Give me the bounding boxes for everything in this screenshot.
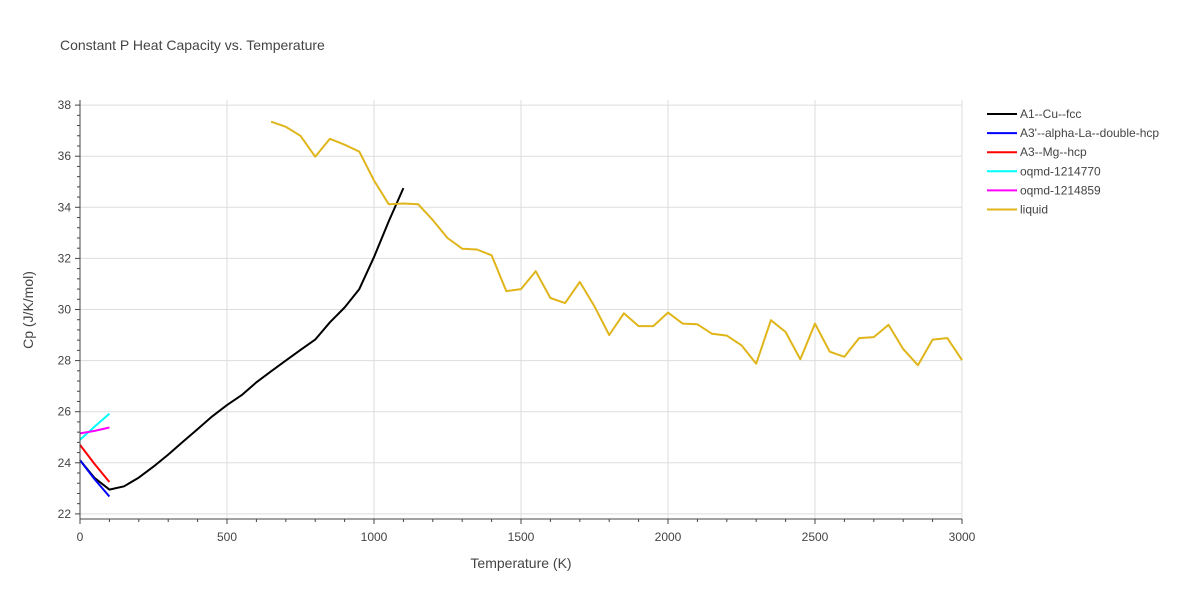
legend-label[interactable]: A3'--alpha-La--double-hcp [1020,126,1159,140]
y-tick-label: 36 [58,149,72,163]
legend-label[interactable]: A1--Cu--fcc [1020,107,1081,121]
y-tick-label: 34 [58,200,72,214]
legend-label[interactable]: A3--Mg--hcp [1020,145,1087,159]
series-line-1[interactable] [79,459,111,498]
x-tick-label: 0 [77,530,84,544]
x-tick-label: 3000 [949,530,976,544]
y-tick-label: 38 [58,98,72,112]
x-axis-title: Temperature (K) [470,555,571,571]
gridlines [80,100,963,519]
y-tick-label: 32 [58,251,72,265]
y-tick-label: 24 [58,456,72,470]
legend[interactable]: A1--Cu--fcc A3'--alpha-La--double-hcp A3--… [987,107,1159,217]
series-line-5[interactable] [270,120,963,367]
x-tick-label: 1500 [508,530,535,544]
axes: 0 500 1000 1500 2000 2500 3000 22 24 26 28 30 32 34 36… [58,98,976,544]
legend-label[interactable]: liquid [1020,203,1048,217]
x-tick-label: 2000 [655,530,682,544]
series-line-2[interactable] [79,444,111,483]
y-tick-label: 22 [58,507,72,521]
series-line-0[interactable] [79,187,405,491]
series-line-4[interactable] [79,426,110,435]
y-tick-label: 30 [58,303,72,317]
chart-title: Constant P Heat Capacity vs. Temperature [60,37,325,53]
plot-area[interactable] [79,120,963,498]
legend-label[interactable]: oqmd-1214859 [1020,183,1101,197]
legend-label[interactable]: oqmd-1214770 [1020,164,1101,178]
y-tick-label: 26 [58,405,72,419]
y-axis-title: Cp (J/K/mol) [20,271,36,349]
y-tick-label: 28 [58,354,72,368]
series-line-3[interactable] [79,412,111,441]
x-tick-label: 1000 [361,530,388,544]
x-tick-label: 2500 [802,530,829,544]
x-tick-label: 500 [217,530,237,544]
